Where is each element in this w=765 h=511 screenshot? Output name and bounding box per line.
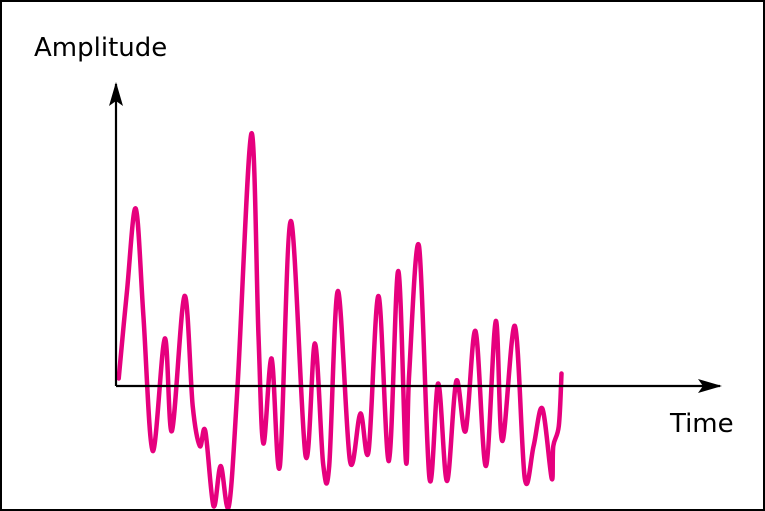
x-axis-label: Time — [669, 409, 734, 439]
series-line-0 — [116, 131, 564, 509]
y-axis-label: Amplitude — [34, 33, 167, 63]
